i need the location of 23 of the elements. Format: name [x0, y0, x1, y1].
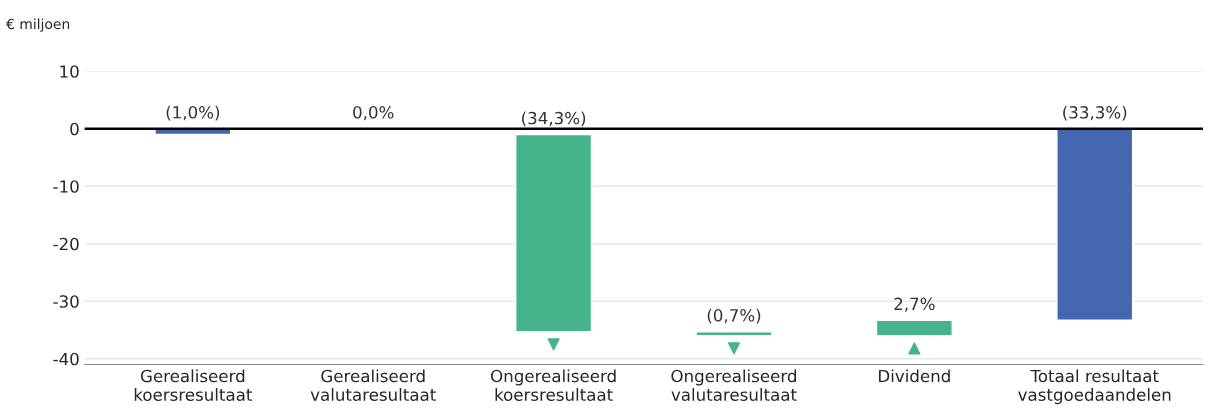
data-label: 0,0% [353, 106, 394, 121]
data-label: (1,0%) [166, 105, 220, 121]
x-tick-label: Totaal resultaat vastgoedaandelen [1018, 369, 1171, 405]
data-label: (0,7%) [707, 308, 761, 324]
y-tick-label: -40 [53, 352, 79, 366]
x-tick-label: Dividend [879, 369, 950, 383]
y-tick-label: 10 [60, 65, 79, 78]
data-label: 2,7% [894, 297, 935, 312]
x-tick-label: Gerealiseerd koersresultaat [134, 369, 253, 401]
y-tick-label: 0 [70, 122, 79, 136]
bar [875, 319, 953, 337]
y-axis-title: € miljoen [6, 18, 70, 32]
bar [515, 133, 593, 333]
y-tick-label: -30 [53, 295, 79, 308]
bar [1056, 128, 1134, 321]
x-tick-label: Ongerealiseerd koersresultaat [491, 369, 616, 401]
y-tick-label: -20 [53, 237, 79, 251]
data-label: (33,3%) [1063, 105, 1127, 121]
bar [695, 331, 773, 337]
x-tick-label: Gerealiseerd valutaresultaat [310, 369, 436, 401]
y-tick-label: -10 [53, 180, 79, 193]
x-tick-label: Ongerealiseerd valutaresultaat [671, 369, 797, 401]
data-label: (34,3%) [522, 111, 586, 127]
